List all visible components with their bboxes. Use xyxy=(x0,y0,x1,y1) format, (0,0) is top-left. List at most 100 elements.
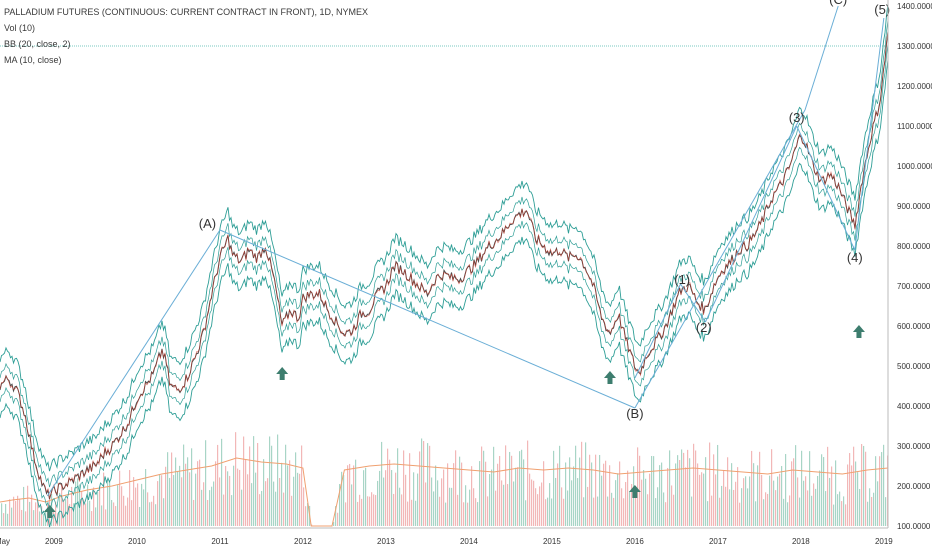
volume-bar xyxy=(423,441,425,526)
volume-bar xyxy=(717,444,719,526)
volume-bar xyxy=(223,494,225,526)
volume-bar xyxy=(787,502,789,526)
volume-bar xyxy=(865,451,867,526)
volume-bar xyxy=(363,470,365,526)
volume-bar xyxy=(125,505,127,526)
volume-bar xyxy=(419,451,421,526)
volume-bar xyxy=(413,472,415,526)
volume-bar xyxy=(501,480,503,526)
volume-bar xyxy=(571,480,573,526)
volume-bar xyxy=(657,487,659,526)
volume-bar xyxy=(763,499,765,526)
volume-bar xyxy=(157,481,159,526)
volume-bar xyxy=(279,477,281,526)
volume-bar xyxy=(843,496,845,526)
volume-bar xyxy=(805,476,807,526)
volume-bar xyxy=(505,445,507,526)
volume-bar xyxy=(289,460,291,526)
volume-bar xyxy=(457,494,459,526)
volume-bar xyxy=(877,481,879,526)
volume-bar xyxy=(469,489,471,526)
volume-bar xyxy=(581,441,583,526)
y-tick-label: 500.0000 xyxy=(897,362,931,371)
wave-label: (5) xyxy=(874,2,890,17)
volume-bar xyxy=(801,450,803,526)
volume-bar xyxy=(473,488,475,526)
volume-bar xyxy=(131,500,133,526)
volume-bar xyxy=(737,467,739,526)
volume-bar xyxy=(531,479,533,526)
volume-bar xyxy=(539,486,541,526)
volume-bar xyxy=(477,502,479,526)
wave-line xyxy=(854,17,885,251)
volume-bar xyxy=(163,498,165,526)
volume-bar xyxy=(629,491,631,526)
volume-bar xyxy=(807,490,809,526)
volume-bar xyxy=(515,467,517,526)
volume-bar xyxy=(761,474,763,526)
volume-bar xyxy=(703,473,705,526)
volume-bar xyxy=(263,459,265,526)
volume-bar xyxy=(555,477,557,526)
volume-bar xyxy=(779,473,781,526)
volume-bar xyxy=(361,498,363,526)
volume-bar xyxy=(705,457,707,526)
volume-bar xyxy=(417,473,419,526)
volume-bar xyxy=(867,501,869,526)
volume-bar xyxy=(129,470,131,526)
volume-bar xyxy=(871,496,873,526)
volume-bar xyxy=(467,502,469,526)
volume-bar xyxy=(823,457,825,526)
wave-line xyxy=(634,283,681,379)
volume-bar xyxy=(227,471,229,526)
volume-bar xyxy=(19,498,21,526)
volume-bar xyxy=(119,470,121,526)
volume-bar xyxy=(181,477,183,526)
volume-bar xyxy=(243,436,245,526)
volume-bar xyxy=(221,438,223,526)
y-tick-label: 800.0000 xyxy=(897,242,931,251)
volume-bar xyxy=(123,495,125,526)
volume-bar xyxy=(371,492,373,526)
volume-bar xyxy=(845,504,847,526)
volume-bar xyxy=(389,459,391,526)
volume-bar xyxy=(249,446,251,526)
volume-bar xyxy=(519,451,521,526)
volume-bar xyxy=(595,454,597,526)
volume-bar xyxy=(861,444,863,526)
volume-bar xyxy=(855,461,857,526)
volume-bar xyxy=(111,499,113,526)
volume-bar xyxy=(301,445,303,526)
ma-line xyxy=(0,30,889,500)
volume-bar xyxy=(825,491,827,526)
volume-bar xyxy=(27,485,29,526)
volume-bar xyxy=(29,501,31,526)
volume-bar xyxy=(693,443,695,526)
volume-bar xyxy=(869,488,871,526)
volume-bar xyxy=(55,501,57,526)
wave-label: (A) xyxy=(199,216,216,231)
volume-bar xyxy=(777,476,779,526)
volume-bar xyxy=(265,481,267,526)
volume-bar xyxy=(137,483,139,526)
volume-bar xyxy=(853,446,855,526)
volume-bar xyxy=(511,455,513,526)
volume-bar xyxy=(237,468,239,526)
volume-bar xyxy=(409,453,411,526)
volume-bar xyxy=(355,459,357,526)
volume-bar xyxy=(259,494,261,526)
volume-bar xyxy=(107,479,109,526)
volume-bar xyxy=(527,440,529,526)
volume-bar xyxy=(15,501,17,526)
y-tick-label: 400.0000 xyxy=(897,402,931,411)
volume-bar xyxy=(369,496,371,526)
x-tick-label: 2019 xyxy=(875,537,893,546)
volume-bar xyxy=(481,446,483,526)
volume-bar xyxy=(161,475,163,526)
x-tick-label: 2016 xyxy=(626,537,644,546)
volume-bar xyxy=(401,494,403,526)
price-line xyxy=(0,31,889,500)
volume-bar xyxy=(809,451,811,526)
volume-bar xyxy=(53,511,55,526)
volume-bar xyxy=(637,447,639,526)
